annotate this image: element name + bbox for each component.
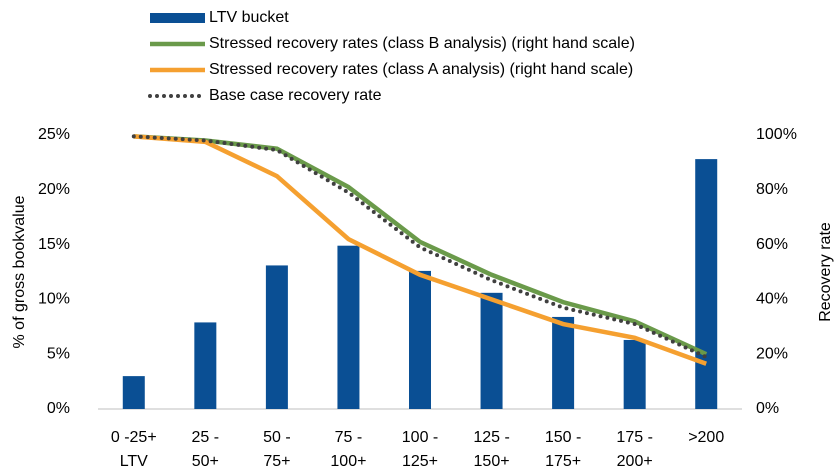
bar: [695, 159, 718, 409]
y-tick-label: 20%: [38, 181, 70, 198]
y-tick-label: 5%: [47, 345, 70, 362]
x-tick-label: 200+: [617, 453, 653, 466]
line: [133, 134, 707, 366]
bar: [122, 376, 145, 409]
x-tick-label: 50 -: [263, 429, 291, 446]
bar: [265, 265, 288, 409]
line: [133, 134, 708, 357]
y2-tick-label: 80%: [756, 181, 788, 198]
x-tick-label: 175 -: [616, 429, 652, 446]
bar: [623, 339, 646, 409]
y-tick-label: 0%: [47, 400, 70, 417]
x-tick-label: 150+: [474, 453, 510, 466]
legend-label: Base case recovery rate: [209, 87, 382, 104]
y2-tick-label: 40%: [756, 291, 788, 308]
x-tick-label: LTV: [120, 453, 148, 466]
x-tick-label: 100+: [330, 453, 366, 466]
y2-tick-label: 20%: [756, 345, 788, 362]
x-tick-label: 100 -: [402, 429, 438, 446]
x-tick-label: 125 -: [473, 429, 509, 446]
legend-label: LTV bucket: [209, 9, 289, 26]
legend-swatch: [150, 13, 205, 23]
y2-axis-title: Recovery rate: [817, 222, 834, 322]
y-tick-label: 10%: [38, 291, 70, 308]
y-tick-label: 15%: [38, 236, 70, 253]
y-tick-label: 25%: [38, 126, 70, 143]
bar: [337, 245, 360, 409]
x-tick-label: 50+: [192, 453, 219, 466]
y2-tick-label: 100%: [756, 126, 797, 143]
legend-label: Stressed recovery rates (class B analysi…: [209, 35, 635, 52]
bar: [409, 270, 431, 409]
bar: [194, 322, 217, 409]
bar: [552, 316, 575, 409]
x-tick-label: 150 -: [545, 429, 581, 446]
legend-label: Stressed recovery rates (class A analysi…: [209, 61, 633, 78]
x-tick-label: 125+: [402, 453, 438, 466]
x-tick-label: 0 -25+: [111, 429, 157, 446]
x-tick-label: 25 -: [192, 429, 220, 446]
y2-tick-label: 0%: [756, 400, 779, 417]
x-tick-label: >200: [688, 429, 724, 446]
bar: [480, 292, 503, 409]
x-tick-label: 75 -: [335, 429, 363, 446]
y2-tick-label: 60%: [756, 236, 788, 253]
x-tick-label: 75+: [263, 453, 290, 466]
x-tick-label: 175+: [545, 453, 581, 466]
y-axis-title: % of gross bookvalue: [11, 195, 28, 348]
